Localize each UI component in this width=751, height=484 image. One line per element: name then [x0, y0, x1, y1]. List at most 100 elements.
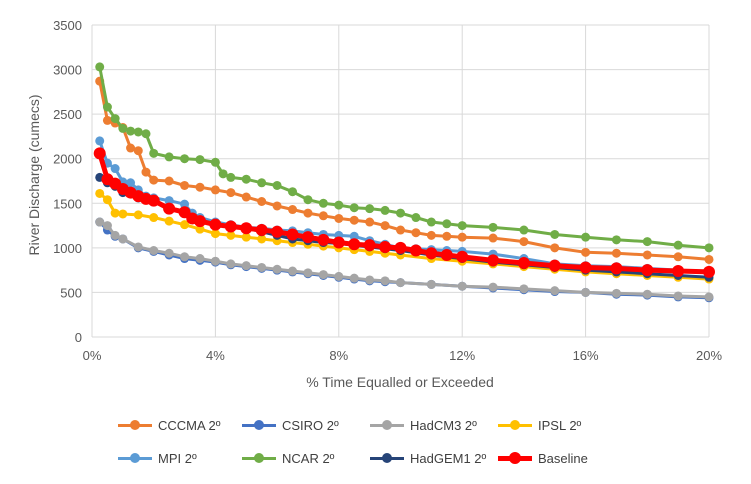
series-hadcm3-2 [95, 217, 714, 302]
y-tick-label: 3000 [53, 63, 82, 78]
data-point [257, 234, 267, 244]
data-point [334, 271, 344, 281]
data-point [133, 210, 143, 220]
series-group [93, 62, 715, 303]
data-point [396, 225, 405, 235]
data-point [180, 220, 190, 230]
legend-item: CCCMA 2º [118, 414, 221, 436]
data-point [704, 243, 714, 253]
data-point [126, 126, 136, 136]
data-point [457, 232, 467, 242]
y-tick-label: 2000 [53, 152, 82, 167]
data-point [318, 211, 328, 221]
data-point [641, 264, 654, 277]
legend-swatch [370, 452, 404, 464]
data-point [349, 231, 359, 241]
legend-label: MPI 2º [158, 450, 197, 466]
data-point [195, 224, 205, 234]
data-point [102, 195, 112, 205]
data-point [226, 230, 236, 240]
series-cccma-2 [95, 76, 714, 264]
data-point [180, 180, 190, 190]
data-point [118, 209, 128, 219]
data-point [149, 148, 159, 158]
data-point [288, 266, 298, 276]
data-point [642, 250, 652, 260]
data-point [257, 197, 267, 207]
data-point [180, 199, 190, 209]
data-point [611, 248, 621, 258]
y-axis-label: River Discharge (cumecs) [26, 94, 42, 255]
data-point [318, 270, 328, 280]
data-point [519, 237, 529, 247]
data-point [210, 256, 220, 266]
data-point [164, 152, 174, 162]
data-point [255, 224, 268, 237]
data-point [550, 243, 560, 253]
data-point [271, 225, 284, 238]
data-point [610, 262, 623, 275]
data-point [334, 213, 344, 223]
series-ncar-2 [95, 62, 714, 253]
x-tick-label: 20% [696, 348, 722, 363]
data-point [581, 247, 591, 257]
legend-swatch [118, 419, 152, 431]
data-point [195, 254, 205, 264]
data-point [334, 200, 344, 210]
data-point [288, 187, 298, 197]
data-point [149, 246, 159, 256]
data-point [149, 213, 159, 223]
data-point [226, 259, 236, 269]
data-point [425, 247, 438, 260]
data-point [409, 244, 422, 257]
data-point [241, 174, 251, 184]
y-tick-label: 1500 [53, 196, 82, 211]
data-point [195, 155, 205, 165]
data-point [704, 292, 714, 302]
data-point [380, 221, 390, 231]
data-point [272, 180, 282, 190]
legend-item: HadCM3 2º [370, 414, 477, 436]
series-line [98, 80, 710, 261]
data-point [365, 204, 375, 214]
data-point [164, 248, 174, 258]
data-point [396, 208, 405, 218]
gridlines [91, 24, 710, 338]
data-point [257, 178, 267, 188]
data-point [456, 250, 469, 263]
data-point [164, 216, 174, 226]
data-point [487, 254, 500, 267]
data-point [226, 172, 236, 182]
data-point [126, 143, 136, 153]
data-point [303, 195, 313, 205]
legend-label: IPSL 2º [538, 417, 582, 433]
data-point [550, 229, 560, 239]
data-point [102, 102, 112, 112]
legend-label: HadCM3 2º [410, 417, 477, 433]
legend-swatch [498, 419, 532, 431]
legend-label: NCAR 2º [282, 450, 335, 466]
data-point [110, 230, 120, 240]
data-point [102, 221, 112, 231]
data-point [394, 241, 407, 254]
legend-swatch [370, 419, 404, 431]
data-point [303, 268, 313, 278]
data-point [133, 127, 143, 137]
legend-item: CSIRO 2º [242, 414, 339, 436]
data-point [133, 242, 143, 252]
x-tick-label: 16% [573, 348, 599, 363]
data-point [363, 239, 376, 252]
data-point [488, 222, 498, 232]
data-point [349, 215, 359, 225]
data-point [147, 194, 160, 207]
data-point [193, 215, 206, 228]
y-tick-label: 0 [75, 330, 82, 345]
data-point [209, 218, 222, 231]
data-point [257, 262, 267, 272]
y-tick-label: 3500 [53, 18, 82, 33]
data-point [457, 281, 467, 291]
data-point [365, 217, 375, 227]
data-point [380, 205, 390, 215]
data-point [673, 291, 683, 301]
